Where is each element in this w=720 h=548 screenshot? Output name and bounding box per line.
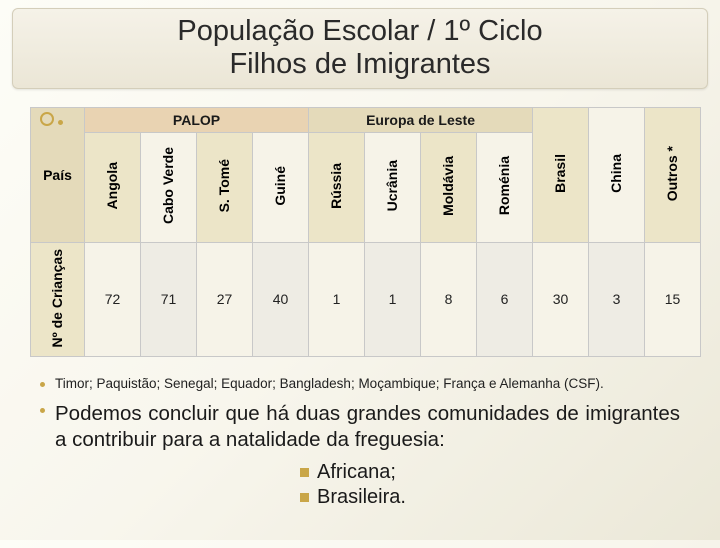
square-bullet-list: Africana;Brasileira. [300,461,680,509]
row-header-country: País [31,107,85,242]
paragraph-row: Podemos concluir que há duas grandes com… [40,401,680,453]
square-bullet-label: Africana; [317,461,396,484]
table-cell: 1 [365,242,421,357]
column-header: Moldávia [421,132,477,242]
table-cell: 8 [421,242,477,357]
slide-title: População Escolar / 1º Ciclo Filhos de I… [12,8,708,89]
value-row: Nº de Crianças72712740118630315 [31,242,701,357]
data-table: PaísPALOPEuropa de LesteBrasilChinaOutro… [30,107,701,358]
footnote-text: Timor; Paquistão; Senegal; Equador; Bang… [55,375,604,393]
column-header: S. Tomé [197,132,253,242]
table-cell: 40 [253,242,309,357]
table-cell: 1 [309,242,365,357]
row-header-count: Nº de Crianças [31,242,85,357]
bullet-icon [40,408,45,413]
content-area: Timor; Paquistão; Senegal; Equador; Bang… [40,375,680,509]
data-table-wrap: PaísPALOPEuropa de LesteBrasilChinaOutro… [30,107,708,358]
column-header: China [589,107,645,242]
column-header: Guiné [253,132,309,242]
paragraph-text: Podemos concluir que há duas grandes com… [55,401,680,453]
group-header: Europa de Leste [309,107,533,132]
title-line-2: Filhos de Imigrantes [23,48,697,81]
table-cell: 30 [533,242,589,357]
footnote-row: Timor; Paquistão; Senegal; Equador; Bang… [40,375,680,393]
group-header-row: PaísPALOPEuropa de LesteBrasilChinaOutro… [31,107,701,132]
square-bullet-item: Brasileira. [300,486,680,509]
column-header: Ucrânia [365,132,421,242]
table-cell: 15 [645,242,701,357]
square-icon [300,468,309,477]
column-header: Roménia [477,132,533,242]
table-cell: 6 [477,242,533,357]
column-header: Angola [85,132,141,242]
square-icon [300,493,309,502]
column-header: Brasil [533,107,589,242]
group-header: PALOP [85,107,309,132]
title-line-1: População Escolar / 1º Ciclo [23,15,697,48]
table-cell: 27 [197,242,253,357]
square-bullet-item: Africana; [300,461,680,484]
square-bullet-label: Brasileira. [317,486,406,509]
bullet-icon [40,382,45,387]
column-header: Rússia [309,132,365,242]
column-header: Outros * [645,107,701,242]
ring-icon [40,112,54,126]
table-cell: 3 [589,242,645,357]
column-header: Cabo Verde [141,132,197,242]
table-cell: 71 [141,242,197,357]
dot-icon [58,120,63,125]
table-cell: 72 [85,242,141,357]
